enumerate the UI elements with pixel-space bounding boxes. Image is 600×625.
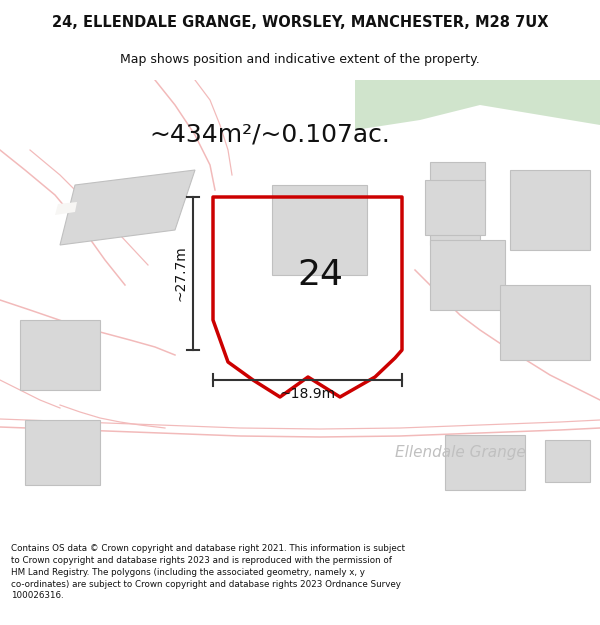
Bar: [20, 320, 100, 390]
Polygon shape: [55, 202, 77, 215]
Text: Map shows position and indicative extent of the property.: Map shows position and indicative extent…: [120, 54, 480, 66]
Bar: [430, 162, 485, 210]
Text: ~27.7m: ~27.7m: [173, 246, 187, 301]
Bar: [25, 420, 100, 485]
Text: ~18.9m: ~18.9m: [280, 387, 335, 401]
Polygon shape: [355, 80, 600, 130]
Bar: [545, 440, 590, 482]
Text: Ellendale Grange: Ellendale Grange: [395, 444, 526, 459]
Text: 24: 24: [297, 258, 343, 292]
Bar: [430, 215, 480, 245]
Text: Contains OS data © Crown copyright and database right 2021. This information is : Contains OS data © Crown copyright and d…: [11, 544, 405, 601]
Bar: [510, 170, 590, 250]
Text: 24, ELLENDALE GRANGE, WORSLEY, MANCHESTER, M28 7UX: 24, ELLENDALE GRANGE, WORSLEY, MANCHESTE…: [52, 15, 548, 30]
Bar: [445, 435, 525, 490]
Bar: [430, 240, 505, 310]
Bar: [500, 285, 590, 360]
Polygon shape: [60, 170, 195, 245]
Text: ~434m²/~0.107ac.: ~434m²/~0.107ac.: [149, 123, 391, 147]
Bar: [425, 180, 485, 235]
Bar: [272, 185, 367, 275]
